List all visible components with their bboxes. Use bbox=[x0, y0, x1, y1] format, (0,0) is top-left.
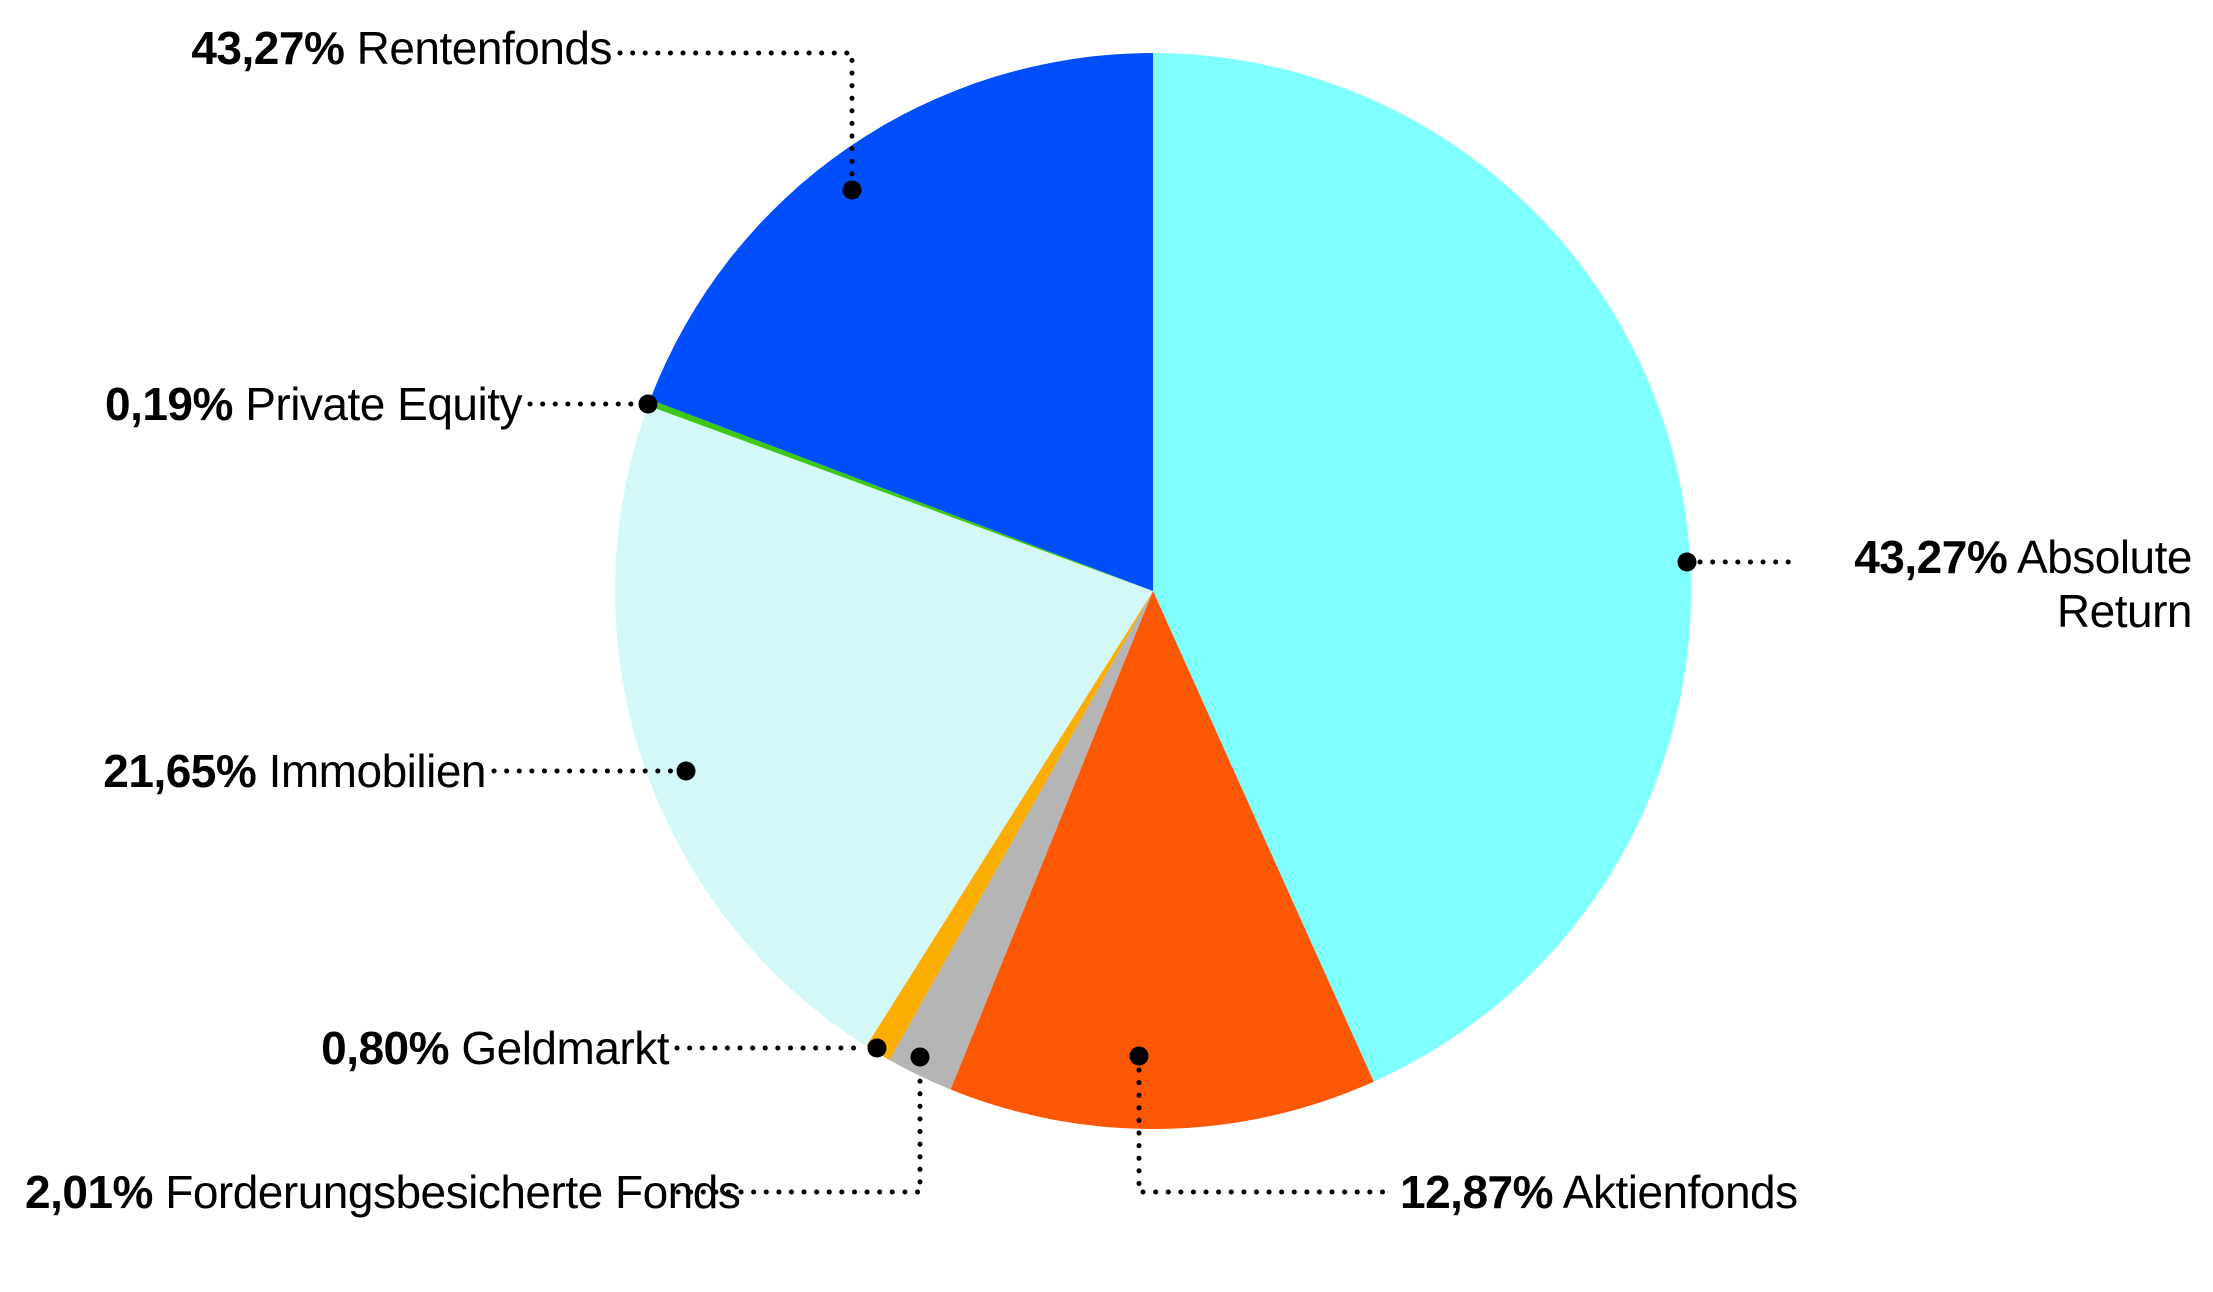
callout-value: 43,27% bbox=[1854, 531, 2008, 583]
callout-dot-forderungsbesicherte-fonds bbox=[910, 1047, 930, 1067]
callout-leader-rentenfonds bbox=[617, 50, 855, 177]
callout-name: Rentenfonds bbox=[356, 22, 613, 74]
callout-name: Aktienfonds bbox=[1562, 1166, 1798, 1218]
callout-dot-geldmarkt bbox=[867, 1038, 887, 1058]
callout-name: Absolute Return bbox=[2016, 531, 2193, 637]
pie-slice-private-equity bbox=[647, 399, 1153, 591]
callout-name: Geldmarkt bbox=[461, 1022, 669, 1074]
callout-name: Private Equity bbox=[245, 378, 522, 430]
callout-name: Immobilien bbox=[268, 745, 487, 797]
callout-value: 21,65% bbox=[103, 745, 257, 797]
callout-label-absolute-return: 43,27% Absolute Return bbox=[1800, 530, 2192, 638]
callout-label-aktienfonds: 12,87% Aktienfonds bbox=[1400, 1165, 1798, 1219]
pie-slice-absolute-return bbox=[1153, 53, 1691, 1082]
callout-leader-forderungsbesicherte-fonds bbox=[675, 1071, 923, 1195]
callout-dot-immobilien bbox=[676, 761, 696, 781]
callout-value: 12,87% bbox=[1400, 1166, 1554, 1218]
callout-label-forderungsbesicherte-fonds: 2,01% Forderungsbesicherte Fonds bbox=[25, 1165, 808, 1219]
callout-dot-private-equity bbox=[638, 394, 658, 414]
callout-label-private-equity: 0,19% Private Equity bbox=[104, 377, 523, 431]
callout-value: 0,19% bbox=[104, 378, 233, 430]
callout-label-geldmarkt: 0,80% Geldmarkt bbox=[321, 1021, 669, 1075]
callout-dot-aktienfonds bbox=[1129, 1046, 1149, 1066]
callout-label-immobilien: 21,65% Immobilien bbox=[103, 744, 486, 798]
callout-value: 0,80% bbox=[321, 1022, 450, 1074]
pie-slice-geldmarkt bbox=[866, 591, 1153, 1060]
pie-slice-aktienfonds bbox=[950, 591, 1374, 1129]
callout-name: Forderungsbesicherte Fonds bbox=[165, 1166, 741, 1218]
pie-slice-rentenfonds bbox=[650, 53, 1153, 591]
callout-dot-absolute-return bbox=[1677, 552, 1697, 572]
callout-value: 43,27% bbox=[191, 22, 345, 74]
callout-dot-rentenfonds bbox=[842, 180, 862, 200]
callout-label-rentenfonds: 43,27% Rentenfonds bbox=[191, 21, 612, 75]
callout-value: 2,01% bbox=[25, 1166, 153, 1218]
callout-leader-aktienfonds bbox=[1136, 1067, 1393, 1195]
pie-slice-forderungsbesicherte-fonds bbox=[889, 591, 1153, 1090]
pie-slice-immobilien bbox=[615, 405, 1153, 1047]
